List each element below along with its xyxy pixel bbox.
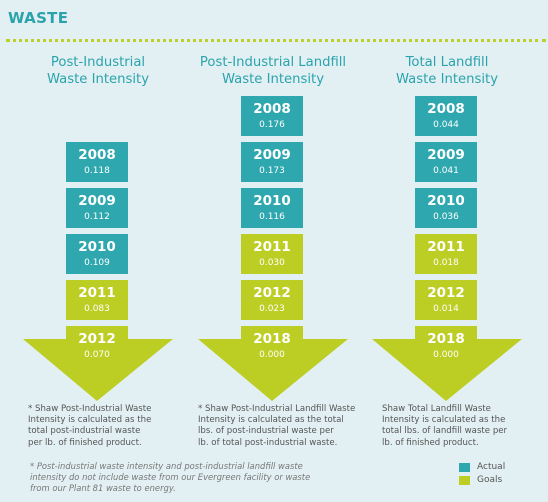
- year-label: 2018: [427, 331, 465, 347]
- column-note: Shaw Total Landfill Waste Intensity is c…: [382, 404, 508, 448]
- value-label: 0.173: [259, 166, 285, 176]
- year-box-2011: 2011 0.083: [66, 280, 128, 320]
- value-label: 0.176: [259, 120, 285, 130]
- column-title: Post-Industrial Waste Intensity: [23, 54, 173, 88]
- legend-label: Actual: [477, 462, 506, 472]
- column-title: Total Landfill Waste Intensity: [372, 54, 522, 88]
- year-label: 2010: [78, 239, 116, 255]
- column-note: * Shaw Post-Industrial Waste Intensity i…: [28, 404, 152, 448]
- value-label: 0.023: [259, 304, 285, 314]
- goal-arrow: [198, 326, 348, 401]
- year-label: 2009: [253, 147, 291, 163]
- year-label: 2012: [78, 331, 116, 347]
- arrow-label: 2018 0.000: [241, 332, 303, 361]
- legend-swatch-goals: [459, 475, 470, 485]
- value-label: 0.030: [259, 258, 285, 268]
- column-note: * Shaw Post-Industrial Landfill Waste In…: [198, 404, 356, 448]
- year-label: 2010: [253, 193, 291, 209]
- column-total-landfill-waste-intensity: Total Landfill Waste Intensity 2008 0.04…: [372, 0, 522, 460]
- year-box-2008: 2008 0.176: [241, 96, 303, 136]
- value-label: 0.041: [433, 166, 459, 176]
- year-box-2012: 2012 0.023: [241, 280, 303, 320]
- year-box-2010: 2010 0.109: [66, 234, 128, 274]
- goal-arrow: [372, 326, 522, 401]
- year-label: 2009: [427, 147, 465, 163]
- value-label: 0.083: [84, 304, 110, 314]
- column-post-industrial-waste-intensity: Post-Industrial Waste Intensity 2008 0.1…: [23, 0, 173, 460]
- value-label: 0.070: [84, 350, 110, 360]
- value-label: 0.112: [84, 212, 110, 222]
- legend: Actual Goals: [459, 461, 505, 487]
- year-box-2011: 2011 0.018: [415, 234, 477, 274]
- goal-arrow: [23, 326, 173, 401]
- year-label: 2009: [78, 193, 116, 209]
- column-title-line2: Waste Intensity: [395, 72, 499, 87]
- legend-swatch-actual: [459, 462, 470, 472]
- year-label: 2012: [427, 285, 465, 301]
- value-label: 0.014: [433, 304, 459, 314]
- year-label: 2008: [78, 147, 116, 163]
- value-label: 0.036: [433, 212, 459, 222]
- year-label: 2010: [427, 193, 465, 209]
- arrow-label: 2012 0.070: [66, 332, 128, 361]
- year-label: 2011: [253, 239, 291, 255]
- value-label: 0.109: [84, 258, 110, 268]
- year-box-2009: 2009 0.112: [66, 188, 128, 228]
- value-label: 0.000: [259, 350, 285, 360]
- year-label: 2018: [253, 331, 291, 347]
- year-box-2009: 2009 0.173: [241, 142, 303, 182]
- year-box-2008: 2008 0.044: [415, 96, 477, 136]
- dotted-divider: [6, 39, 546, 42]
- legend-label: Goals: [477, 475, 503, 485]
- year-box-2009: 2009 0.041: [415, 142, 477, 182]
- column-title-line1: Total Landfill: [405, 55, 489, 70]
- year-label: 2008: [427, 101, 465, 117]
- legend-item-actual: Actual: [459, 461, 505, 473]
- column-title-line2: Waste Intensity: [46, 72, 150, 87]
- section-title: WASTE: [8, 9, 69, 27]
- year-label: 2008: [253, 101, 291, 117]
- value-label: 0.116: [259, 212, 285, 222]
- value-label: 0.118: [84, 166, 110, 176]
- value-label: 0.018: [433, 258, 459, 268]
- year-box-2008: 2008 0.118: [66, 142, 128, 182]
- year-box-2012: 2012 0.014: [415, 280, 477, 320]
- year-box-2010: 2010 0.036: [415, 188, 477, 228]
- year-box-2010: 2010 0.116: [241, 188, 303, 228]
- column-title: Post-Industrial Landfill Waste Intensity: [188, 54, 358, 88]
- year-label: 2011: [78, 285, 116, 301]
- arrow-label: 2018 0.000: [415, 332, 477, 361]
- year-box-2011: 2011 0.030: [241, 234, 303, 274]
- footnote: * Post-industrial waste intensity and po…: [30, 461, 311, 493]
- legend-item-goals: Goals: [459, 474, 505, 486]
- column-title-line1: Post-Industrial: [50, 55, 146, 70]
- value-label: 0.044: [433, 120, 459, 130]
- year-label: 2012: [253, 285, 291, 301]
- column-title-line1: Post-Industrial Landfill: [199, 55, 347, 70]
- column-post-industrial-landfill-waste-intensity: Post-Industrial Landfill Waste Intensity…: [198, 0, 355, 460]
- column-title-line2: Waste Intensity: [221, 72, 325, 87]
- value-label: 0.000: [433, 350, 459, 360]
- year-label: 2011: [427, 239, 465, 255]
